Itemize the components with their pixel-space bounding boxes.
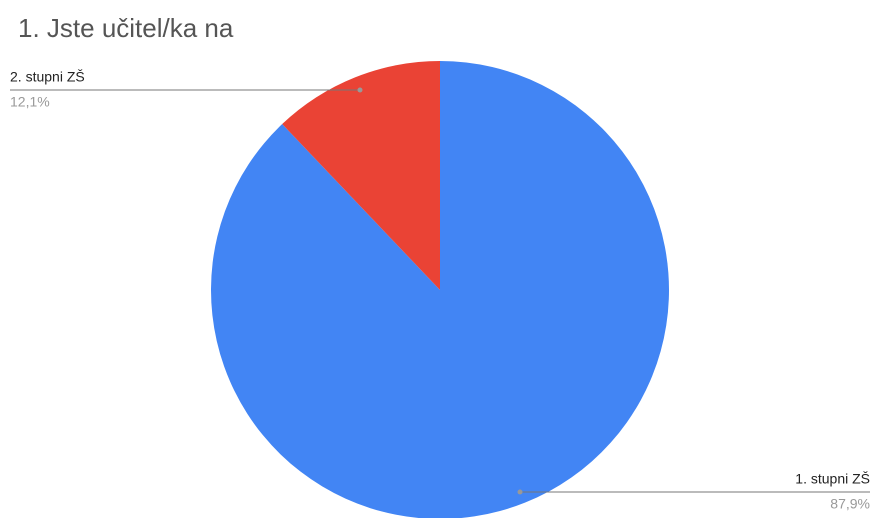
leader-dot	[517, 489, 523, 495]
slice-value-label: 87,9%	[830, 496, 870, 512]
slice-label: 2. stupni ZŠ	[10, 69, 85, 85]
chart-title: 1. Jste učitel/ka na	[18, 13, 234, 43]
pie-slice	[211, 61, 669, 518]
leader-dot	[357, 87, 363, 93]
pie-slice	[282, 61, 440, 290]
slice-label: 1. stupni ZŠ	[795, 471, 870, 487]
slice-value-label: 12,1%	[10, 94, 50, 110]
